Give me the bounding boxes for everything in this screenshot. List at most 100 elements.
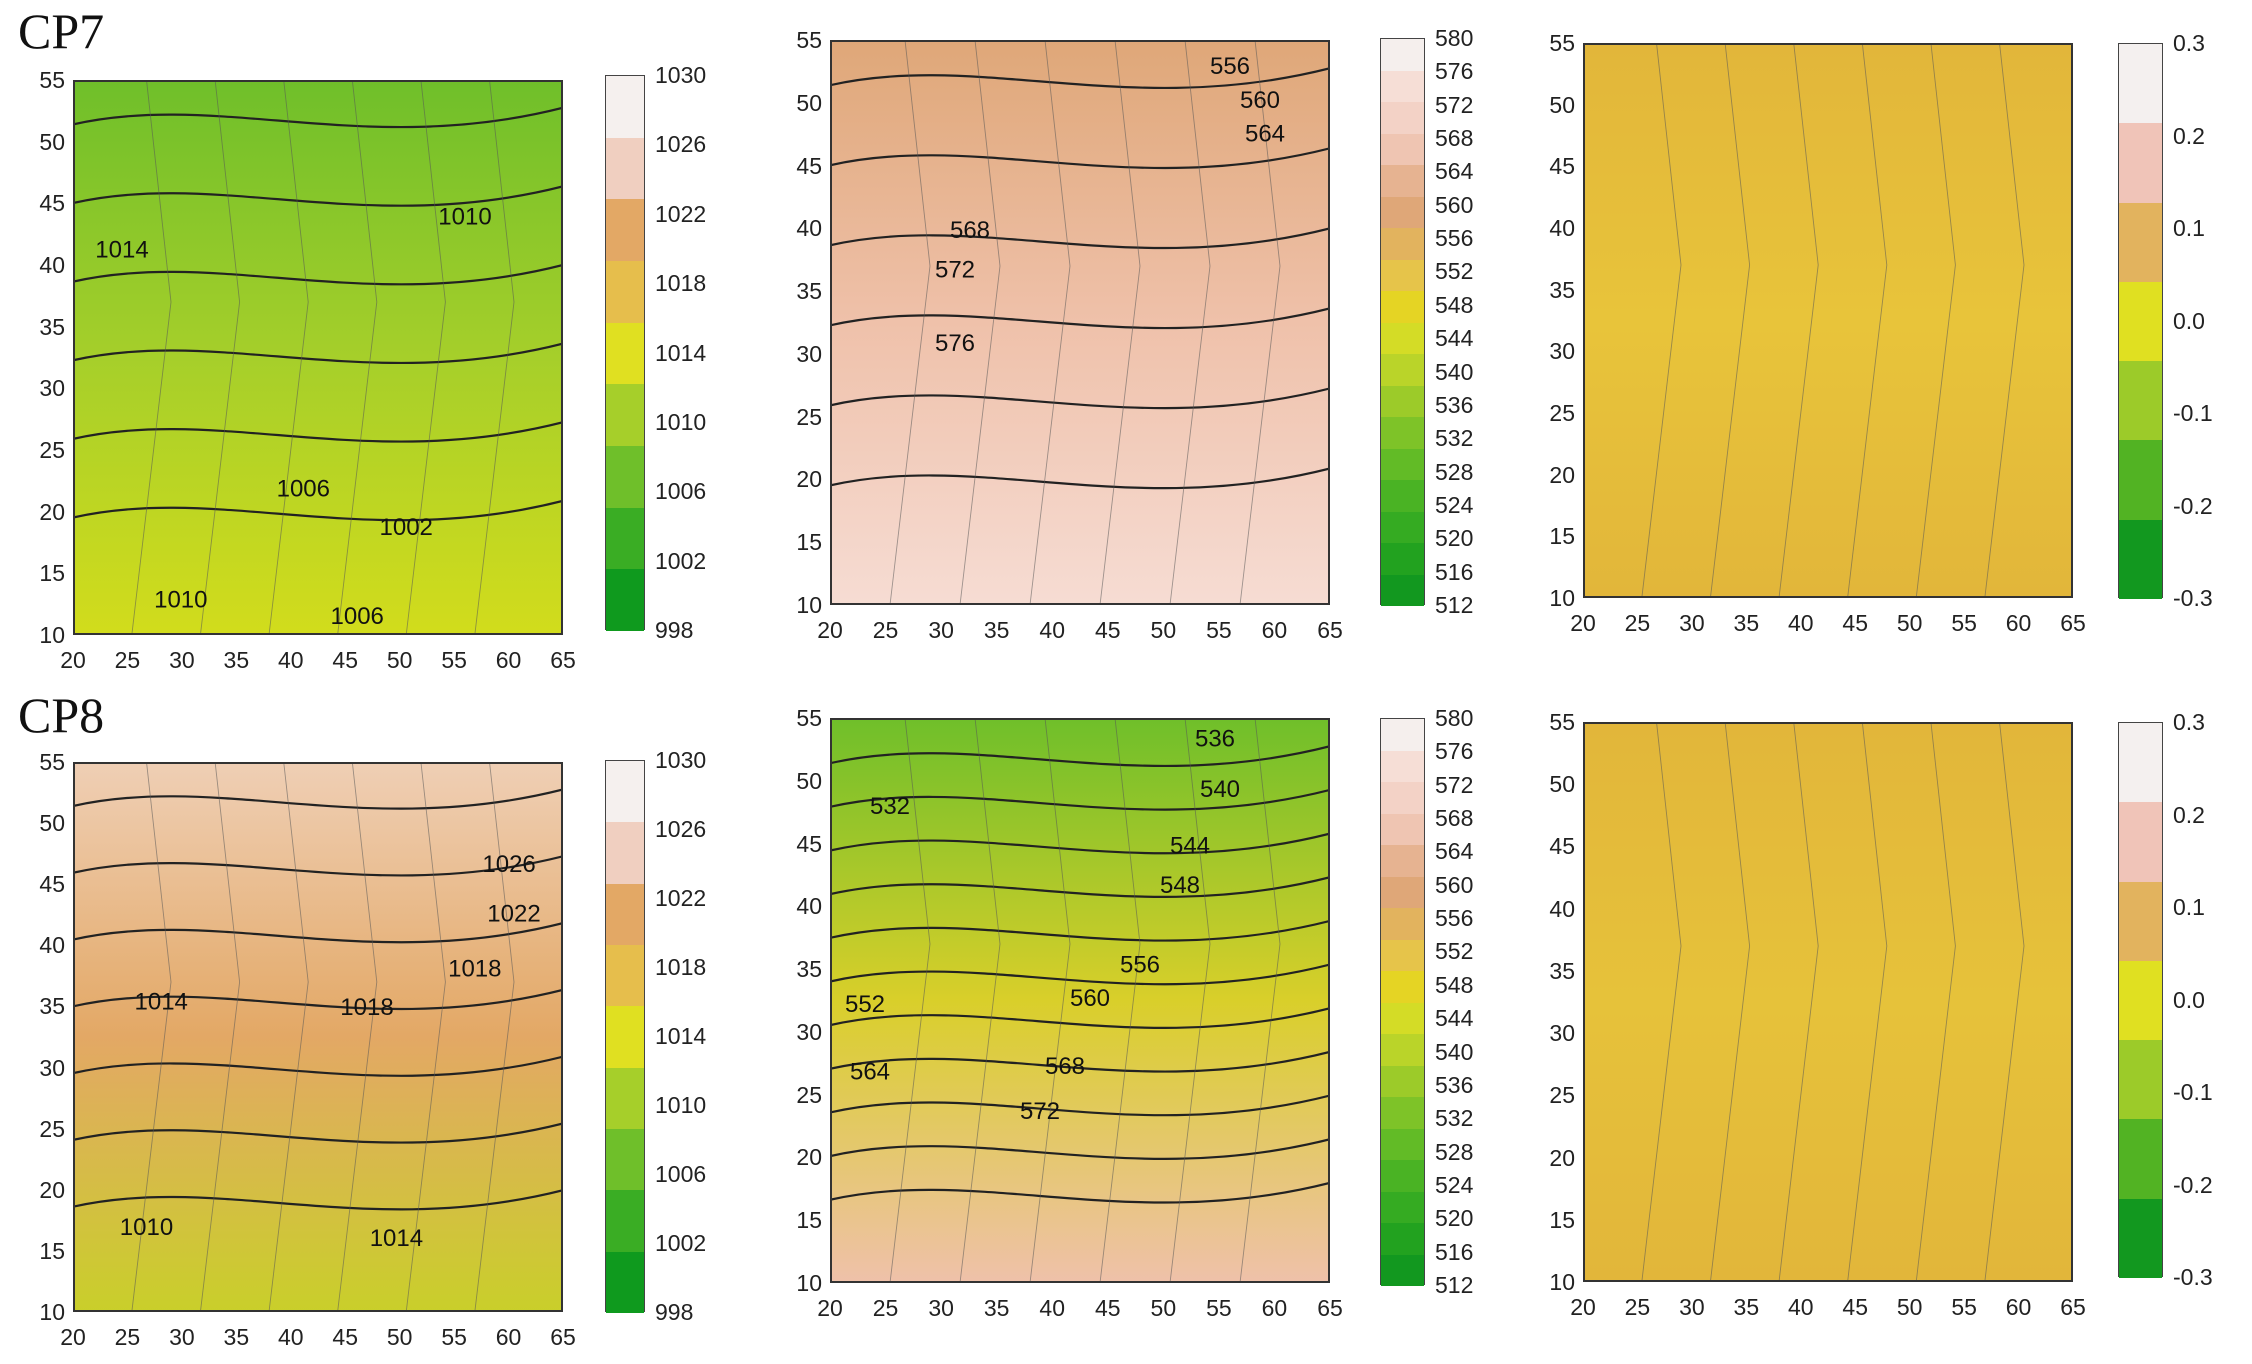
colorbar-segment	[606, 1251, 644, 1313]
x-tick-label: 25	[1624, 1294, 1651, 1320]
colorbar-segment	[1381, 813, 1424, 845]
colorbar-segment	[606, 137, 644, 200]
colorbar-tick-label: 552	[1435, 258, 1474, 285]
colorbar-tick-label: -0.3	[2173, 585, 2213, 611]
colorbar-tick-label: 576	[1435, 58, 1474, 85]
colorbar-tick-label: 1030	[655, 747, 707, 773]
colorbar-segment	[2119, 281, 2162, 362]
colorbar-segment	[606, 822, 644, 884]
contour-label: 572	[935, 256, 975, 283]
colorbar-tick-label: 1018	[655, 270, 707, 297]
field-fill	[73, 762, 563, 1312]
colorbar-tick-label: -0.2	[2173, 492, 2213, 519]
x-tick-label: 65	[1317, 1295, 1343, 1321]
x-tick-label: 20	[1570, 610, 1596, 636]
x-tick-label: 40	[1039, 617, 1066, 643]
x-tick-label: 35	[223, 1324, 250, 1350]
colorbar-tick-label: 556	[1435, 225, 1474, 252]
border-line	[1915, 722, 1956, 1282]
colorbar	[1380, 38, 1425, 606]
colorbar-tick-label: 998	[655, 1299, 694, 1325]
colorbar-segment	[2119, 1119, 2162, 1199]
colorbar-segment	[2119, 123, 2162, 203]
y-tick-label: 55	[1549, 709, 1575, 735]
x-tick-label: 60	[495, 1324, 522, 1350]
contour-label: 1018	[448, 956, 501, 983]
contour-line	[830, 1094, 1330, 1117]
colorbar-segment	[1381, 908, 1424, 940]
x-tick-label: 20	[60, 647, 86, 673]
colorbar-segment	[1381, 1097, 1424, 1129]
contour-line	[73, 1189, 563, 1211]
colorbar-tick-label: 524	[1435, 491, 1474, 518]
y-tick-label: 35	[39, 993, 65, 1020]
colorbar-tick-label: 524	[1435, 1171, 1474, 1198]
y-tick-label: 10	[39, 1299, 65, 1325]
colorbar-tick-label: 516	[1435, 558, 1474, 585]
colorbar-tick-label: 572	[1435, 771, 1474, 798]
contour-line	[73, 922, 563, 944]
contour-label: 564	[1245, 121, 1285, 148]
y-tick-label: 35	[796, 278, 822, 305]
y-tick-label: 15	[796, 1207, 822, 1234]
x-tick-label: 35	[983, 617, 1010, 643]
y-tick-label: 50	[796, 89, 822, 116]
colorbar-segment	[606, 76, 644, 138]
border-line	[1169, 40, 1211, 605]
colorbar-segment	[1381, 1065, 1424, 1097]
x-tick-label: 30	[169, 647, 195, 673]
x-tick-label: 60	[1261, 617, 1288, 643]
colorbar-tick-label: 516	[1435, 1238, 1474, 1265]
y-tick-label: 25	[796, 403, 822, 430]
contour-label: 1026	[482, 851, 535, 878]
border-line	[405, 762, 446, 1312]
y-tick-label: 30	[796, 1018, 822, 1045]
contour-label: 1010	[154, 586, 207, 613]
y-tick-label: 40	[1549, 215, 1575, 241]
colorbar-segment	[1381, 1128, 1424, 1160]
contour-label: 1014	[370, 1225, 423, 1252]
x-tick-label: 45	[1842, 610, 1869, 636]
x-tick-label: 65	[550, 647, 576, 673]
x-tick-label: 25	[114, 647, 141, 673]
x-tick-label: 30	[169, 1324, 195, 1350]
colorbar-tick-label: 580	[1435, 705, 1474, 731]
colorbar-segment	[2119, 960, 2162, 1041]
y-tick-label: 30	[1549, 1020, 1575, 1047]
border-line	[405, 80, 446, 635]
colorbar-tick-label: 572	[1435, 91, 1474, 118]
contour-label: 536	[1195, 725, 1235, 752]
colorbar-tick-label: 0.3	[2173, 709, 2205, 735]
colorbar-tick-label: 520	[1435, 525, 1474, 552]
y-tick-label: 55	[1549, 30, 1575, 56]
x-tick-label: 25	[872, 617, 899, 643]
colorbar-tick-label: -0.1	[2173, 400, 2213, 426]
y-tick-label: 10	[1549, 1269, 1575, 1295]
y-tick-label: 40	[796, 893, 822, 920]
y-tick-label: 35	[1549, 276, 1575, 303]
colorbar	[2118, 43, 2163, 599]
colorbar-tick-label: 1018	[655, 954, 707, 980]
contour-line	[73, 185, 563, 207]
colorbar-segment	[2119, 1040, 2162, 1120]
colorbar-segment	[1381, 1223, 1424, 1255]
colorbar-segment	[1381, 133, 1424, 165]
colorbar-segment	[1381, 971, 1424, 1003]
colorbar-segment	[1381, 354, 1424, 386]
colorbar-segment	[1381, 543, 1424, 575]
colorbar-tick-label: 544	[1435, 1005, 1474, 1032]
colorbar-segment	[1381, 1191, 1424, 1223]
border-line	[889, 40, 931, 605]
y-tick-label: 45	[39, 190, 65, 217]
colorbar	[605, 760, 645, 1313]
colorbar-tick-label: 1006	[655, 478, 707, 505]
contour-line	[73, 855, 563, 877]
x-tick-label: 40	[277, 1324, 304, 1350]
colorbar-segment	[1381, 228, 1424, 260]
border-line	[1709, 43, 1751, 598]
y-tick-label: 30	[39, 1054, 65, 1081]
contour-line	[830, 147, 1330, 170]
y-tick-label: 10	[39, 622, 65, 648]
contour-label: 1002	[380, 514, 433, 541]
contour-line	[830, 745, 1330, 768]
